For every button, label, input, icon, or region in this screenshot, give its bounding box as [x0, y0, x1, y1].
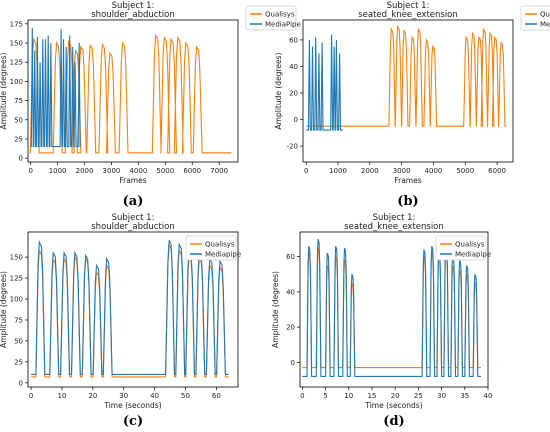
x-tick-label: 40	[150, 392, 159, 400]
y-tick-label: 125	[10, 59, 23, 67]
y-tick-label: 0	[19, 155, 23, 163]
x-tick-label: 5000	[156, 167, 174, 175]
x-tick-label: 0	[300, 392, 304, 400]
chart-title: seated_knee_extension	[358, 10, 458, 20]
series-line-mediapipe	[306, 34, 343, 131]
y-tick-label: 40	[289, 63, 298, 71]
x-tick-label: 6000	[183, 167, 201, 175]
chart-title: Subject 1:	[387, 1, 430, 11]
y-tick-label: 20	[286, 324, 295, 332]
x-tick-label: 1000	[49, 167, 67, 175]
x-tick-label: 0	[28, 167, 32, 175]
y-tick-label: 50	[14, 337, 23, 345]
y-axis-label: Amplitude (degrees)	[0, 271, 8, 348]
legend-label: Qualisys	[455, 241, 485, 249]
y-tick-label: 125	[10, 275, 23, 283]
y-tick-label: 25	[14, 135, 23, 143]
x-axis-label: Frames	[119, 176, 146, 185]
y-tick-label: 0	[291, 359, 295, 367]
x-tick-label: 3000	[103, 167, 121, 175]
x-tick-label: 0	[304, 167, 308, 175]
chart-title: Subject 1:	[112, 213, 155, 223]
y-tick-label: 100	[10, 78, 23, 86]
series-line-mediapipe	[302, 238, 481, 377]
plot-frame	[302, 19, 514, 163]
panel-label: (b)	[397, 194, 418, 209]
chart-panel-2: Subject 1:seated_knee_extension 0 1000 2000…	[274, 1, 550, 209]
series-line-qualisys	[29, 33, 232, 154]
legend-label: Qualisys	[205, 241, 235, 249]
y-tick-label: 20	[289, 89, 298, 97]
x-tick-label: 35	[460, 392, 469, 400]
y-tick-label: 150	[10, 40, 23, 48]
x-tick-label: 25	[414, 392, 423, 400]
series-line-mediapipe	[30, 27, 81, 148]
legend-label: Qualisys	[265, 11, 295, 19]
x-tick-label: 5000	[456, 167, 474, 175]
panel-label: (d)	[383, 414, 404, 429]
legend-label: MediaPipe	[540, 21, 550, 29]
y-tick-label: 150	[10, 254, 23, 262]
x-tick-label: 2000	[76, 167, 94, 175]
legend-label: MediaPipe	[265, 21, 301, 29]
x-axis-label: Time (seconds)	[364, 401, 422, 410]
y-tick-label: 100	[10, 296, 23, 304]
x-tick-label: 30	[119, 392, 128, 400]
plot-frame	[299, 231, 489, 388]
x-tick-label: 3000	[393, 167, 411, 175]
y-tick-label: 25	[14, 358, 23, 366]
y-axis-label: Amplitude (degrees)	[0, 53, 8, 130]
y-tick-label: 75	[14, 316, 23, 324]
series-line-qualisys	[306, 24, 507, 127]
x-tick-label: 5	[323, 392, 327, 400]
y-axis-label: Amplitude (degrees)	[274, 53, 283, 130]
y-tick-label: -20	[287, 143, 298, 151]
chart-title: seated_knee_extension	[344, 222, 444, 232]
chart-title: Subject 1:	[112, 1, 155, 11]
x-tick-label: 1000	[329, 167, 347, 175]
panel-label: (c)	[123, 414, 143, 429]
chart-panel-4: Subject 1:seated_knee_extension 0 5 10 15 20 2…	[271, 213, 492, 429]
panel-label: (a)	[123, 194, 144, 209]
legend-label: Mediapipe	[205, 251, 241, 259]
x-axis-label: Time (seconds)	[103, 401, 161, 410]
chart-title: shoulder_abduction	[91, 222, 174, 232]
chart-title: Subject 1:	[373, 213, 416, 223]
x-tick-label: 10	[58, 392, 67, 400]
y-tick-label: 75	[14, 97, 23, 105]
y-tick-label: 60	[289, 36, 298, 44]
x-tick-label: 15	[367, 392, 376, 400]
x-tick-label: 20	[391, 392, 400, 400]
y-tick-label: 50	[14, 116, 23, 124]
legend-label: Mediapipe	[455, 251, 491, 259]
y-tick-label: 60	[286, 253, 295, 261]
x-tick-label: 4000	[425, 167, 443, 175]
x-tick-label: 6000	[488, 167, 506, 175]
x-tick-label: 20	[88, 392, 97, 400]
plot-frame	[27, 231, 239, 388]
series-line-mediapipe	[31, 240, 229, 375]
x-axis-label: Frames	[394, 176, 421, 185]
y-axis-label: Amplitude (degrees)	[271, 271, 280, 348]
y-tick-label: 175	[10, 20, 23, 28]
chart-panel-3: Subject 1:shoulder_abduction 0 10 20 30 40 50 6…	[0, 213, 241, 429]
y-tick-label: 0	[19, 379, 23, 387]
x-tick-label: 50	[181, 392, 190, 400]
x-tick-label: 2000	[361, 167, 379, 175]
y-tick-label: 0	[294, 116, 298, 124]
x-tick-label: 40	[484, 392, 493, 400]
y-tick-label: 40	[286, 288, 295, 296]
plot-frame	[27, 19, 239, 163]
x-tick-label: 10	[344, 392, 353, 400]
chart-title: shoulder_abduction	[91, 10, 174, 20]
legend-label: Qualisys	[540, 11, 550, 19]
x-tick-label: 0	[29, 392, 33, 400]
x-tick-label: 7000	[210, 167, 228, 175]
x-tick-label: 60	[212, 392, 221, 400]
x-tick-label: 30	[437, 392, 446, 400]
x-tick-label: 4000	[129, 167, 147, 175]
